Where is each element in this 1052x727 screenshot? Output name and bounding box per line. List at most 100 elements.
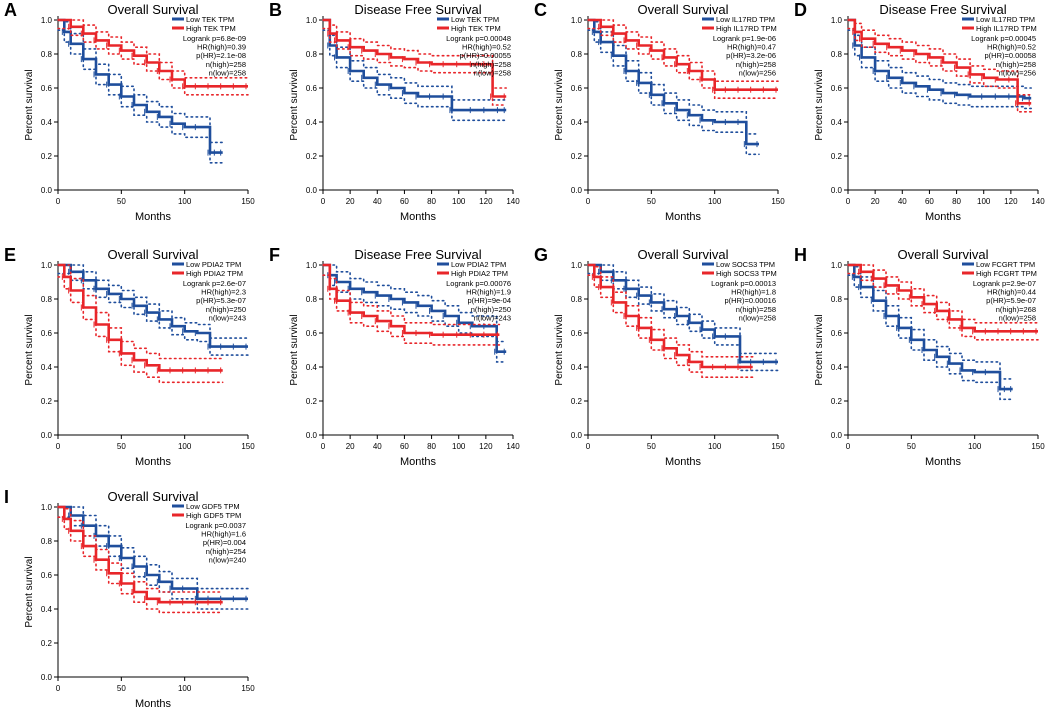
y-axis-label: Percent survival (289, 69, 300, 140)
y-tick-label: 0.2 (41, 397, 53, 406)
stat-label: n(low)=258 (474, 68, 511, 77)
y-axis-label: Percent survival (814, 69, 825, 140)
low-ci-upper (57, 19, 224, 144)
low-ci-upper (587, 264, 779, 355)
x-tick-label: 50 (117, 684, 126, 693)
stat-label: p(HR)=2.1e-08 (196, 51, 246, 60)
panel-b: B Disease Free Survival 0.0 0.2 0.4 0.6 0.8 1.… (265, 0, 525, 240)
legend-label: High IL17RD TPM (976, 24, 1037, 33)
legend-label: Low TEK TPM (186, 15, 234, 24)
legend-label: Low FCGRT TPM (976, 260, 1035, 269)
y-tick-label: 0.6 (41, 84, 53, 93)
panel-letter: I (4, 487, 10, 507)
low-censor-marks (327, 42, 505, 114)
stat-label: p(HR)=0.00058 (985, 51, 1037, 60)
y-tick-label: 0.8 (571, 295, 583, 304)
y-tick-label: 0.6 (831, 84, 843, 93)
low-survival-line (58, 505, 248, 601)
y-axis-label: Percent survival (814, 314, 825, 385)
high-ci-upper (57, 19, 249, 79)
high-ci-upper (847, 19, 1032, 96)
x-tick-label: 100 (977, 197, 991, 206)
stat-label: p(HR)=3.2e-06 (726, 51, 776, 60)
panel-letter: F (269, 245, 280, 265)
y-tick-label: 1.0 (306, 16, 318, 25)
high-survival-line (848, 18, 1032, 105)
y-tick-label: 0.8 (41, 50, 53, 59)
x-tick-label: 80 (952, 197, 961, 206)
stat-label: Logrank p=0.0037 (185, 521, 246, 530)
stat-label: Logrank p=6.8e-09 (183, 34, 246, 43)
y-tick-label: 0.6 (831, 329, 843, 338)
stat-label: Logrank p=0.00013 (711, 279, 776, 288)
chart-title: Overall Survival (637, 247, 728, 262)
legend-label: High IL17RD TPM (716, 24, 777, 33)
x-tick-label: 100 (452, 197, 466, 206)
stat-label: Logrank p=1.9e-06 (713, 34, 776, 43)
stat-label: n(high)=258 (736, 60, 776, 69)
chart-a: Overall Survival 0.0 0.2 0.4 0.6 0.8 1.0 0 50 100… (24, 2, 255, 223)
stat-label: HR(high)=1.8 (731, 288, 776, 297)
y-tick-label: 0.8 (306, 295, 318, 304)
stat-label: n(low)=240 (209, 555, 246, 564)
x-tick-label: 50 (907, 442, 916, 451)
stat-label: p(HR)=0.00016 (725, 296, 777, 305)
stat-label: n(low)=243 (474, 313, 511, 322)
legend-label: Low IL17RD TPM (716, 15, 775, 24)
stat-label: HR(high)=0.47 (727, 43, 776, 52)
x-axis-label: Months (135, 698, 172, 710)
y-tick-label: 0.6 (571, 329, 583, 338)
y-tick-label: 0.6 (41, 571, 53, 580)
x-axis-label: Months (925, 211, 962, 223)
y-tick-label: 1.0 (831, 261, 843, 270)
low-survival-line (588, 263, 778, 364)
panel-i: I Overall Survival 0.0 0.2 0.4 0.6 0.8 1.0 0 50 1… (0, 487, 260, 727)
stat-label: Logrank p=2.6e-07 (183, 279, 246, 288)
x-tick-label: 150 (241, 684, 255, 693)
y-tick-label: 0.2 (831, 397, 843, 406)
x-tick-label: 150 (771, 197, 785, 206)
x-tick-label: 50 (647, 442, 656, 451)
high-censor-marks (61, 515, 222, 606)
stat-label: Logrank p=2.9e-07 (973, 279, 1036, 288)
legend-label: High SOCS3 TPM (716, 269, 777, 278)
x-tick-label: 100 (178, 197, 192, 206)
y-tick-label: 1.0 (41, 16, 53, 25)
high-ci-lower (847, 272, 1039, 341)
x-tick-label: 150 (1031, 442, 1045, 451)
legend-label: High FCGRT TPM (976, 269, 1037, 278)
legend-label: Low PDIA2 TPM (451, 260, 506, 269)
legend-label: Low PDIA2 TPM (186, 260, 241, 269)
chart-b: Disease Free Survival 0.0 0.2 0.4 0.6 0.8 1.0 0… (289, 2, 520, 223)
panel-letter: D (794, 0, 807, 20)
panel-e: E Overall Survival 0.0 0.2 0.4 0.6 0.8 1.0 0 50 1… (0, 245, 260, 485)
low-censor-marks (68, 268, 247, 350)
y-tick-label: 0.4 (41, 118, 53, 127)
chart-h: Overall Survival 0.0 0.2 0.4 0.6 0.8 1.0 0 50 100… (814, 247, 1045, 468)
stat-label: HR(high)=0.52 (462, 43, 511, 52)
x-tick-label: 0 (321, 197, 326, 206)
y-tick-label: 1.0 (41, 503, 53, 512)
panel-g: G Overall Survival 0.0 0.2 0.4 0.6 0.8 1.0 0 50 1… (530, 245, 790, 485)
high-survival-line (58, 263, 223, 372)
x-tick-label: 100 (178, 684, 192, 693)
stat-label: HR(high)=2.3 (201, 288, 246, 297)
stat-label: n(low)=256 (999, 68, 1036, 77)
x-tick-label: 80 (427, 442, 436, 451)
y-tick-label: 0.0 (831, 186, 843, 195)
y-tick-label: 0.0 (306, 186, 318, 195)
x-axis-label: Months (135, 211, 172, 223)
chart-title: Disease Free Survival (354, 247, 481, 262)
high-ci-lower (322, 27, 507, 106)
x-tick-label: 100 (968, 442, 982, 451)
stat-label: n(low)=258 (999, 313, 1036, 322)
chart-d: Disease Free Survival 0.0 0.2 0.4 0.6 0.8 1.0 0… (814, 2, 1045, 223)
high-censor-marks (852, 28, 1030, 107)
y-tick-label: 0.8 (306, 50, 318, 59)
y-axis-label: Percent survival (24, 556, 35, 627)
y-tick-label: 0.4 (41, 363, 53, 372)
legend-label: Low SOCS3 TPM (716, 260, 775, 269)
low-survival-line (323, 263, 507, 353)
chart-title: Disease Free Survival (879, 2, 1006, 17)
y-tick-label: 1.0 (306, 261, 318, 270)
